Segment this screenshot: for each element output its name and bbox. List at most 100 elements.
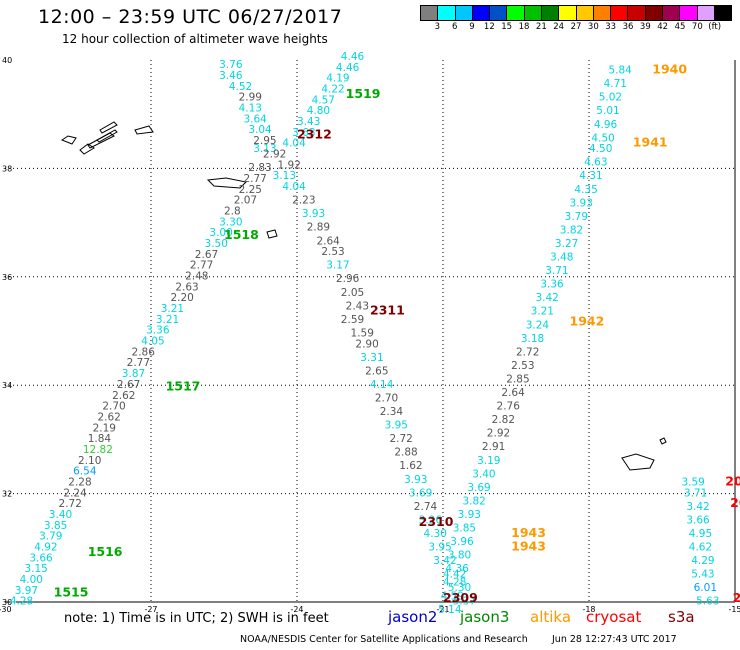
lon-tick-label: -18 xyxy=(582,605,595,614)
swh-value: 3.15 xyxy=(24,563,47,575)
swh-value: 3.63 xyxy=(292,127,315,139)
swh-value: 4.96 xyxy=(594,119,618,131)
swh-value: 3.13 xyxy=(253,143,276,155)
swh-value: 2.19 xyxy=(93,422,116,434)
swh-value: 2.25 xyxy=(239,184,262,196)
swh-value: 4.35 xyxy=(574,184,597,196)
swh-value: 1.92 xyxy=(278,159,301,171)
legend-swatch xyxy=(714,6,732,20)
swh-value: 2.92 xyxy=(487,428,510,440)
swh-value: 4.31 xyxy=(579,170,602,182)
swh-value: 4.63 xyxy=(584,157,607,169)
swh-value: 4.59 xyxy=(441,590,464,602)
swh-value: 3.17 xyxy=(326,260,349,272)
swh-value: 2.59 xyxy=(341,314,364,326)
legend-label: 18 xyxy=(518,22,530,32)
satellite-legend-item: jason3 xyxy=(460,608,510,626)
pass-time-label: 1943 xyxy=(511,539,546,554)
island-terceira xyxy=(134,125,154,135)
swh-value: 3.42 xyxy=(535,292,558,304)
legend-label: 6 xyxy=(451,22,458,32)
legend-swatch xyxy=(421,6,439,20)
island-porto-santo xyxy=(659,437,667,445)
swh-value: 3.13 xyxy=(273,170,296,182)
swh-value: 2.92 xyxy=(263,149,286,161)
swh-value: 4.80 xyxy=(307,105,330,117)
swh-value: 3.36 xyxy=(146,325,170,337)
swh-value: 1.59 xyxy=(351,327,374,339)
swh-value: 3.21 xyxy=(161,303,184,315)
swh-value: 3.66 xyxy=(686,514,710,526)
lat-lon-grid xyxy=(5,60,736,603)
swh-value: 3.42 xyxy=(433,555,456,567)
pass-time-label: 1942 xyxy=(570,314,605,329)
swh-value: 3.21 xyxy=(531,306,554,318)
legend-swatch xyxy=(697,6,715,20)
swh-value: 3.69 xyxy=(467,482,490,494)
swh-value: 3.04 xyxy=(248,124,272,136)
swh-value: 4.00 xyxy=(20,574,43,586)
island-sao-miguel xyxy=(206,177,248,189)
swh-value: 2.88 xyxy=(394,447,417,459)
swh-value: 3.85 xyxy=(44,520,67,532)
satellite-legend-item: s3a xyxy=(668,608,695,626)
legend-swatch xyxy=(645,6,663,20)
swh-value: 4.28 xyxy=(443,577,466,589)
swh-value: 3.79 xyxy=(565,211,588,223)
legend-swatch xyxy=(507,6,525,20)
swh-value: 2.62 xyxy=(97,411,120,423)
swh-value: 2.63 xyxy=(175,281,198,293)
swh-value: 2.62 xyxy=(112,390,135,402)
lat-tick-label: 32 xyxy=(2,490,12,499)
swh-value: 3.93 xyxy=(302,208,325,220)
swh-value: 4.19 xyxy=(326,73,349,85)
pass-time-label: 1940 xyxy=(652,62,687,77)
swh-value: 2.43 xyxy=(346,300,369,312)
satellite-legend-item: cryosat xyxy=(586,608,642,626)
legend-label: 36 xyxy=(622,22,634,32)
swh-value: 2.99 xyxy=(239,92,262,104)
legend-swatch xyxy=(438,6,456,20)
legend-swatch xyxy=(524,6,542,20)
swh-value: 3.30 xyxy=(219,216,242,228)
legend-label: 33 xyxy=(605,22,617,32)
swh-value: 2.65 xyxy=(365,365,388,377)
legend-label: 27 xyxy=(570,22,582,32)
swh-value: 4.46 xyxy=(341,51,365,63)
legend-label: 39 xyxy=(639,22,651,32)
swh-value: 3.80 xyxy=(448,550,471,562)
legend-swatch xyxy=(472,6,491,20)
pass-time-label: 201 xyxy=(725,473,740,488)
swh-value: 3.42 xyxy=(686,501,709,513)
legend-swatch xyxy=(593,6,612,20)
swh-value: 2.72 xyxy=(516,346,539,358)
swh-value: 2.10 xyxy=(78,455,101,467)
legend-label: 24 xyxy=(553,22,565,32)
swh-value: 2.72 xyxy=(389,433,412,445)
map-subtitle: 12 hour collection of altimeter wave hei… xyxy=(62,32,328,46)
swh-value: 2.77 xyxy=(243,173,266,185)
legend-label: 30 xyxy=(587,22,599,32)
legend-swatch xyxy=(490,6,508,20)
swh-value: 3.97 xyxy=(15,585,38,597)
swh-value: 4.52 xyxy=(229,81,252,93)
swh-value: 5.01 xyxy=(596,105,619,117)
axis-tick-labels: -30 -27 -24 -21 -18 -15 30 32 34 36 38 40 xyxy=(0,56,740,614)
map-title: 12:00 – 23:59 UTC 06/27/2017 xyxy=(38,6,343,28)
lon-tick-label: -27 xyxy=(144,605,157,614)
swh-value: 4.05 xyxy=(141,336,164,348)
swh-value: 5.14 xyxy=(438,604,462,616)
swh-value: 3.40 xyxy=(472,468,495,480)
footnote: note: 1) Time is in UTC; 2) SWH is in fe… xyxy=(64,611,329,626)
swh-value: 4.14 xyxy=(370,379,394,391)
swh-value: 2.64 xyxy=(501,387,525,399)
swh-value: 4.29 xyxy=(691,555,714,567)
swh-value: 2.64 xyxy=(316,235,340,247)
swh-value: 4.42 xyxy=(443,569,466,581)
swh-value: 4.13 xyxy=(239,102,262,114)
pass-time-label: 2312 xyxy=(297,127,332,142)
pass-time-label: 1515 xyxy=(54,585,89,600)
pass-time-label: 1941 xyxy=(633,135,668,150)
lat-tick-label: 40 xyxy=(2,56,12,65)
